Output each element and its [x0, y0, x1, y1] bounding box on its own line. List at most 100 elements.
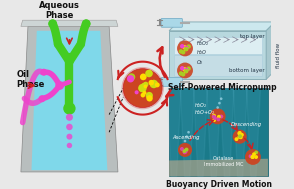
FancyBboxPatch shape: [161, 18, 182, 27]
Circle shape: [250, 155, 254, 159]
Text: Descending: Descending: [231, 122, 262, 127]
Circle shape: [237, 132, 241, 135]
Text: Oil
Phase: Oil Phase: [16, 70, 45, 89]
Text: Catalase
Immobilized MC: Catalase Immobilized MC: [204, 156, 243, 167]
Circle shape: [180, 66, 184, 70]
Circle shape: [128, 73, 135, 81]
Circle shape: [183, 149, 186, 153]
Text: top layer: top layer: [240, 34, 264, 39]
Circle shape: [138, 84, 147, 92]
Polygon shape: [169, 22, 275, 31]
Circle shape: [249, 154, 253, 158]
Circle shape: [184, 69, 188, 73]
Circle shape: [184, 47, 188, 51]
Polygon shape: [266, 22, 275, 79]
Circle shape: [179, 49, 183, 54]
Circle shape: [66, 134, 72, 140]
Circle shape: [186, 44, 191, 49]
Circle shape: [55, 81, 64, 90]
Polygon shape: [31, 31, 107, 170]
Circle shape: [180, 44, 184, 48]
Text: Buoyancy Driven Motion: Buoyancy Driven Motion: [166, 180, 272, 189]
Polygon shape: [21, 26, 118, 172]
Circle shape: [146, 92, 153, 99]
Circle shape: [139, 85, 146, 92]
Circle shape: [146, 95, 153, 101]
FancyBboxPatch shape: [161, 77, 182, 86]
Polygon shape: [21, 20, 118, 26]
Text: Aqueous
Phase: Aqueous Phase: [39, 1, 80, 20]
Circle shape: [212, 118, 216, 122]
Circle shape: [142, 91, 146, 95]
Circle shape: [40, 69, 47, 76]
Text: $H_2O_2$: $H_2O_2$: [194, 101, 208, 110]
Circle shape: [238, 134, 242, 138]
Circle shape: [177, 63, 193, 78]
Circle shape: [213, 116, 217, 120]
Circle shape: [212, 114, 216, 118]
Circle shape: [150, 80, 158, 88]
FancyBboxPatch shape: [169, 88, 268, 176]
Circle shape: [140, 74, 147, 80]
Circle shape: [67, 143, 72, 148]
Circle shape: [123, 69, 162, 108]
Circle shape: [143, 82, 148, 87]
Circle shape: [184, 149, 188, 152]
Circle shape: [184, 68, 188, 72]
Text: fluid flow: fluid flow: [276, 43, 281, 68]
Circle shape: [182, 67, 187, 71]
Circle shape: [250, 155, 255, 159]
Text: $H_2O$
$O_2$: $H_2O$ $O_2$: [196, 48, 207, 67]
Circle shape: [238, 131, 242, 135]
FancyBboxPatch shape: [173, 37, 262, 54]
Text: Ascending: Ascending: [173, 135, 200, 140]
Circle shape: [145, 70, 153, 77]
Circle shape: [66, 124, 73, 130]
Circle shape: [148, 80, 154, 85]
Text: $H_2O_2$: $H_2O_2$: [196, 39, 209, 48]
Circle shape: [183, 149, 187, 153]
Circle shape: [155, 82, 160, 87]
Circle shape: [252, 152, 256, 156]
Circle shape: [218, 102, 221, 105]
Circle shape: [184, 150, 188, 154]
Circle shape: [184, 140, 186, 142]
Circle shape: [181, 72, 186, 77]
Circle shape: [233, 130, 247, 144]
Circle shape: [180, 147, 184, 151]
FancyBboxPatch shape: [173, 56, 262, 76]
Polygon shape: [169, 31, 266, 79]
Circle shape: [235, 137, 238, 141]
Circle shape: [238, 135, 241, 139]
Circle shape: [140, 85, 146, 91]
Circle shape: [141, 93, 145, 98]
Polygon shape: [169, 159, 268, 176]
Circle shape: [82, 19, 91, 28]
Circle shape: [216, 117, 220, 121]
Circle shape: [143, 84, 147, 88]
Circle shape: [178, 143, 192, 157]
Circle shape: [63, 102, 76, 115]
Circle shape: [39, 95, 46, 102]
Circle shape: [220, 97, 223, 100]
Circle shape: [184, 69, 188, 73]
Text: Self-Powered Micropump: Self-Powered Micropump: [168, 83, 276, 92]
Circle shape: [245, 149, 261, 165]
Circle shape: [127, 75, 134, 82]
Circle shape: [251, 155, 255, 159]
Circle shape: [212, 115, 216, 119]
Circle shape: [135, 90, 139, 94]
Circle shape: [254, 150, 258, 154]
Circle shape: [217, 115, 221, 119]
Circle shape: [185, 148, 188, 152]
Circle shape: [187, 131, 190, 134]
Circle shape: [239, 135, 243, 139]
Circle shape: [179, 71, 183, 76]
Circle shape: [121, 67, 164, 109]
Text: bottom layer: bottom layer: [229, 68, 264, 73]
Circle shape: [186, 135, 188, 138]
Circle shape: [219, 115, 223, 119]
Circle shape: [184, 46, 188, 50]
Circle shape: [182, 45, 187, 49]
Circle shape: [181, 50, 186, 54]
